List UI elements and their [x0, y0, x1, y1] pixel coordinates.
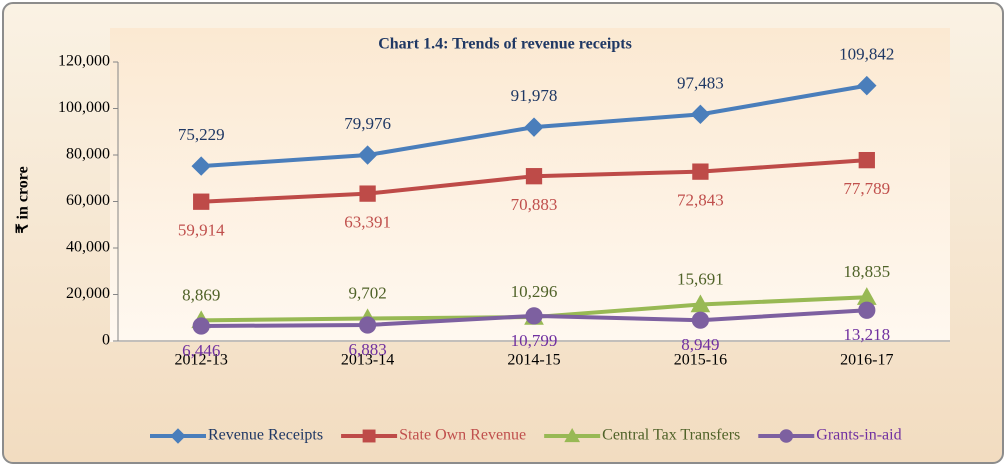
marker	[170, 428, 186, 444]
marker	[692, 163, 709, 180]
data-label: 8,949	[681, 335, 719, 354]
x-tick-label: 2014-15	[507, 352, 560, 369]
marker	[193, 193, 210, 210]
data-label: 97,483	[677, 73, 724, 92]
marker	[858, 301, 876, 319]
marker	[359, 316, 377, 334]
legend-label: Grants-in-aid	[816, 427, 901, 444]
marker	[691, 311, 710, 329]
marker	[191, 156, 211, 176]
y-tick-label: 100,000	[58, 99, 110, 116]
x-tick-label: 2016-17	[840, 352, 893, 369]
marker	[362, 429, 376, 443]
marker	[524, 117, 544, 137]
marker	[564, 427, 581, 443]
data-label: 91,978	[511, 86, 558, 105]
marker	[357, 145, 378, 165]
x-tick-label: 2013-14	[341, 352, 394, 369]
data-label: 109,842	[839, 45, 894, 64]
chart-title: Chart 1.4: Trends of revenue receipts	[378, 36, 632, 53]
marker	[192, 317, 210, 335]
y-axis-label: ₹ in crore	[15, 166, 32, 233]
data-label: 10,296	[511, 282, 558, 301]
data-label: 6,446	[182, 341, 220, 360]
data-label: 63,391	[344, 213, 391, 232]
x-tick-label: 2015-16	[674, 352, 727, 369]
data-label: 18,835	[843, 262, 890, 281]
marker	[525, 307, 543, 325]
marker	[858, 151, 875, 169]
marker	[525, 168, 543, 185]
legend-label: Revenue Receipts	[208, 427, 323, 444]
legend-label: Central Tax Transfers	[602, 427, 740, 444]
data-label: 6,883	[348, 340, 386, 359]
data-label: 72,843	[677, 191, 724, 210]
data-label: 70,883	[511, 195, 558, 214]
y-tick-label: 80,000	[66, 146, 110, 163]
data-label: 9,702	[348, 283, 386, 302]
data-label: 8,869	[182, 285, 220, 304]
y-tick-label: 120,000	[58, 53, 110, 70]
legend-label: State Own Revenue	[399, 427, 526, 444]
data-label: 15,691	[677, 269, 724, 288]
marker	[359, 185, 376, 202]
y-tick-label: 20,000	[66, 285, 110, 302]
data-label: 77,789	[843, 179, 890, 198]
plot-area	[110, 28, 950, 342]
data-label: 75,229	[178, 125, 225, 144]
y-tick-label: 40,000	[66, 239, 110, 256]
y-tick-label: 0	[102, 332, 110, 349]
data-label: 59,914	[178, 221, 225, 240]
data-label: 13,218	[843, 325, 890, 344]
marker	[857, 75, 877, 96]
data-label: 79,976	[344, 114, 391, 133]
x-tick-label: 2012-13	[175, 352, 228, 369]
y-tick-label: 60,000	[66, 192, 110, 209]
marker	[779, 429, 794, 443]
marker	[690, 104, 711, 125]
data-label: 10,799	[511, 331, 558, 350]
